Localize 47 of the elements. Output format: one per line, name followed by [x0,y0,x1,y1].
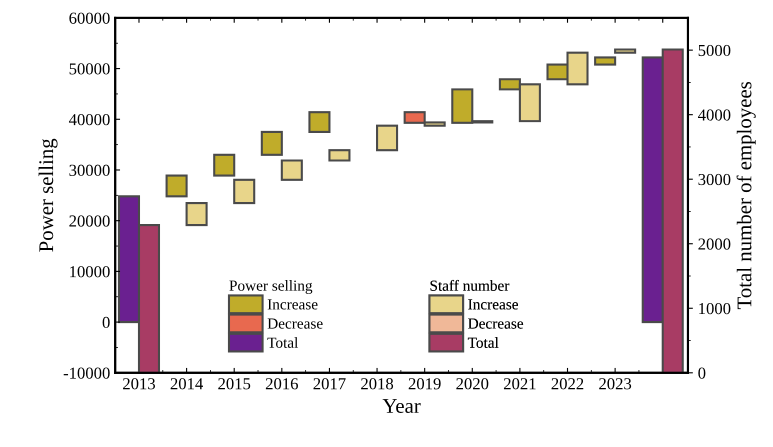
bar [376,124,398,152]
bar [280,159,303,181]
y2-tick-label: 4000 [698,109,730,121]
x-tick-label: 2013 [123,378,155,390]
y-tick-label: 50000 [70,63,110,75]
y-axis-title: Power selling [38,138,58,252]
x-tick-label: 2018 [361,378,394,390]
bar [233,178,256,204]
legend-label: Decrease [268,318,323,329]
x-tick-label: 2020 [456,378,488,390]
y2-tick-label: 5000 [698,44,730,56]
y-tick-label: 10000 [70,266,110,278]
y-tick-label: 0 [102,316,110,328]
text: Staff number [430,280,510,291]
bar [328,149,350,162]
y2-axis-title: Total number of employees [736,82,756,310]
x-tick-label: 2015 [218,378,250,390]
x-tick-label: 2014 [170,378,204,390]
x-tick-label: 2023 [599,378,632,390]
y-tick-label: 30000 [69,164,110,176]
x-tick-label: 2016 [266,378,298,390]
legend-label: Decrease [468,318,524,329]
legend-label: Increase [268,299,318,310]
bar [213,154,236,177]
text: Power selling [229,280,312,294]
bar [614,48,636,54]
y2-tick-label: 3000 [698,174,730,186]
y2-tick-label: 0 [698,367,706,379]
y2-tick-label: 2000 [698,238,730,250]
y-tick-label: -10000 [64,367,110,379]
bar [260,130,283,156]
y2-tick-label: 1000 [699,302,730,314]
x-tick-label: 2021 [504,378,536,390]
x-tick-label: 2017 [314,378,346,390]
x-tick-label: 2022 [552,378,584,390]
legend-label: Increase [468,299,518,310]
bar [166,174,188,198]
x-tick-label: 2019 [408,378,441,390]
y-tick-label: 40000 [68,114,110,126]
legend-label: Total [267,337,298,348]
bar [186,202,208,226]
x-axis-title: Year [382,399,421,413]
y-tick-label: 60000 [69,12,110,24]
legend-label: Total [468,337,499,348]
y-tick-label: 20000 [69,215,110,227]
bar [594,56,616,66]
bar [308,111,330,134]
